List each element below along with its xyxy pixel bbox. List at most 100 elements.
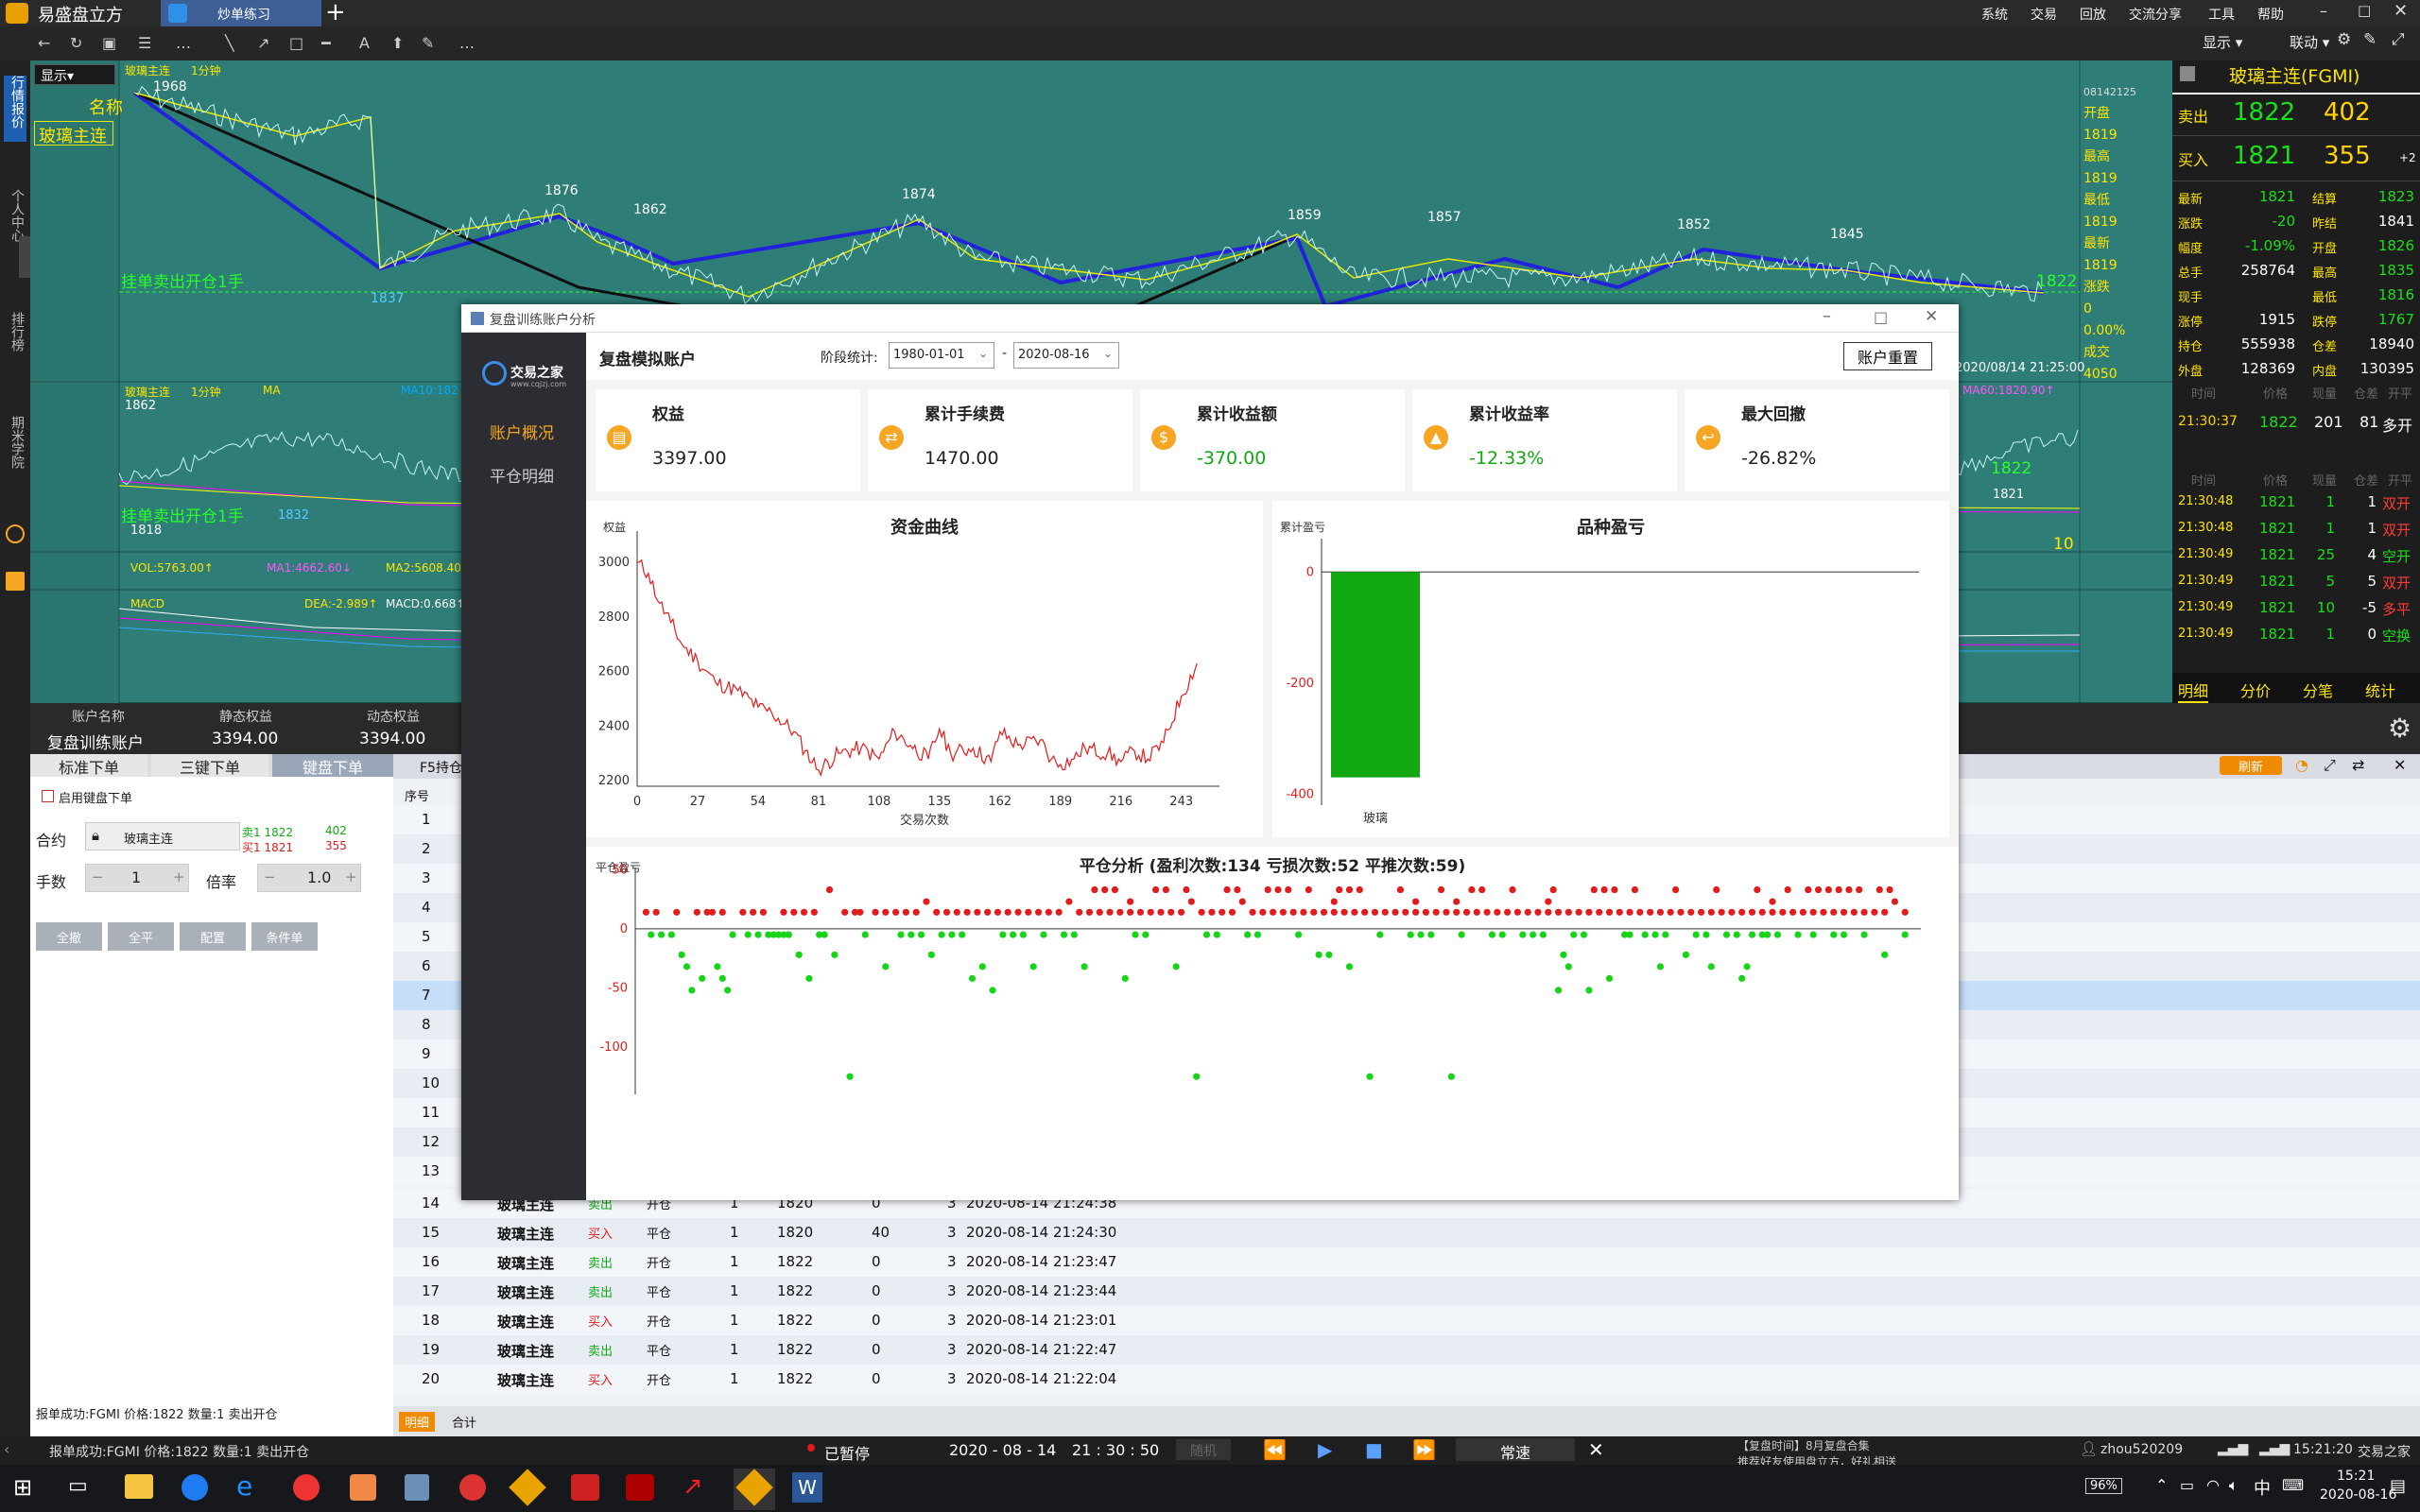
ask-row[interactable]: 卖出 1822 402 (2172, 93, 2420, 136)
app-icon-4[interactable] (571, 1474, 599, 1501)
tab-stats[interactable]: 统计 (2365, 682, 2396, 700)
speed-dropdown[interactable]: 常速 (1456, 1438, 1575, 1462)
app-icon-2[interactable] (459, 1474, 486, 1501)
save-icon[interactable]: ▣ (102, 34, 117, 52)
calculator-icon[interactable] (405, 1474, 429, 1501)
date-to-picker[interactable]: 2020-08-16 ⌄ (1013, 342, 1119, 369)
table-row[interactable]: 15 玻璃主连 买入 平仓 1 1820 40 3 2020-08-14 21:24:30 (393, 1218, 2420, 1247)
custom-icon[interactable]: ☰ (138, 34, 152, 52)
minimize-icon[interactable]: – (2320, 2, 2327, 20)
rewind-icon[interactable]: ⏪ (1263, 1438, 1287, 1461)
display-dropdown[interactable]: 显示 ▾ (2203, 34, 2243, 51)
table-row[interactable]: 20 玻璃主连 买入 开仓 1 1822 0 3 2020-08-14 21:22:04 (393, 1365, 2420, 1394)
line-tool-icon[interactable]: ╲ (225, 34, 234, 52)
table-row[interactable]: 17 玻璃主连 卖出 平仓 1 1822 0 3 2020-08-14 21:23:44 (393, 1277, 2420, 1306)
tray-battery-icon[interactable]: ▭ (2180, 1476, 2195, 1494)
clock-app-icon[interactable] (182, 1474, 208, 1501)
more-icon[interactable]: … (176, 34, 191, 52)
expand-icon[interactable]: ⤢ (2392, 30, 2405, 49)
add-tab-button[interactable]: + (325, 0, 346, 26)
app-icon-3[interactable] (509, 1469, 546, 1506)
tray-up-icon[interactable]: ⌃ (2155, 1476, 2169, 1494)
tab-three-key-order[interactable]: 三键下单 (151, 754, 268, 777)
status-back-icon[interactable]: ‹ (4, 1440, 10, 1458)
mult-stepper[interactable]: − 1.0 + (257, 864, 361, 892)
table-row[interactable]: 16 玻璃主连 卖出 开仓 1 1822 0 3 2020-08-14 21:23:47 (393, 1247, 2420, 1277)
record-icon[interactable] (6, 524, 25, 543)
dialog-minimize-icon[interactable]: – (1823, 306, 1831, 326)
dialog-close-icon[interactable]: ✕ (1925, 307, 1939, 326)
refresh-icon[interactable]: ↻ (70, 34, 83, 52)
contract-field[interactable]: 🔒︎ 玻璃主连 (85, 822, 240, 850)
enable-keyboard-checkbox[interactable] (42, 790, 54, 802)
rail-personal[interactable]: 个人中心 (9, 189, 25, 242)
back-icon[interactable]: ← (38, 34, 51, 52)
rail-quotes[interactable]: 行情报价 (4, 76, 26, 142)
menu-trade[interactable]: 交易 (2031, 8, 2057, 23)
pie-icon[interactable]: ◔ (2295, 756, 2308, 774)
nav-close-detail[interactable]: 平仓明细 (490, 468, 554, 487)
reset-account-button[interactable]: 账户重置 (1843, 342, 1932, 370)
link-dropdown[interactable]: 联动 ▾ (2290, 34, 2330, 51)
tab-practice[interactable]: 炒单练习 (161, 0, 321, 26)
app-icon-1[interactable] (350, 1474, 376, 1501)
news-line-2[interactable]: 推荐好友使用盘立方，好礼相送 (1737, 1455, 1897, 1465)
tab-detail-bottom[interactable]: 明细 (399, 1412, 436, 1432)
table-row[interactable]: 18 玻璃主连 买入 开仓 1 1822 0 3 2020-08-14 21:23:01 (393, 1306, 2420, 1335)
replay-date[interactable]: 2020 - 08 - 14 (949, 1441, 1057, 1459)
app-icon-5[interactable] (626, 1474, 654, 1501)
menu-system[interactable]: 系统 (1981, 8, 2008, 23)
refresh-button[interactable]: 刷新 (2220, 756, 2282, 775)
battery-indicator[interactable]: 96% (2085, 1478, 2122, 1494)
pen-icon[interactable]: ✎ (2363, 30, 2377, 49)
close-panel-icon[interactable]: ✕ (2394, 756, 2407, 774)
menu-replay[interactable]: 回放 (2080, 8, 2106, 23)
bid-row[interactable]: 买入 1821 355 +2 (2172, 138, 2420, 181)
volume-icon[interactable]: 🔈︎ (2229, 1476, 2238, 1494)
export-icon[interactable]: ⤢ (2324, 756, 2336, 774)
qty-stepper[interactable]: − 1 + (85, 864, 189, 892)
rect-tool-icon[interactable]: □ (289, 34, 304, 52)
date-from-picker[interactable]: 1980-01-01 ⌄ (889, 342, 994, 369)
stop-icon[interactable]: ■ (1365, 1438, 1383, 1461)
conditional-order-button[interactable]: 条件单 (251, 922, 318, 951)
task-view-icon[interactable]: ▭ (68, 1474, 88, 1498)
nav-account-overview[interactable]: 账户概况 (490, 424, 554, 443)
tab-total-bottom[interactable]: 合计 (452, 1417, 477, 1431)
tab-keyboard-order[interactable]: 键盘下单 (272, 754, 393, 777)
monitor-icon[interactable] (6, 572, 25, 591)
qty-plus-button[interactable]: + (173, 868, 185, 885)
swap-icon[interactable]: ⇄ (2352, 756, 2365, 774)
word-icon[interactable]: W (792, 1472, 822, 1503)
edit-tool-icon[interactable]: ✎ (422, 34, 435, 52)
qty-minus-button[interactable]: − (92, 868, 104, 885)
random-button[interactable]: 随机 (1176, 1439, 1231, 1460)
tab-detail[interactable]: 明细 (2178, 679, 2209, 703)
replay-time[interactable]: 21 : 30 : 50 (1072, 1441, 1160, 1459)
mult-plus-button[interactable]: + (345, 868, 357, 885)
fast-forward-icon[interactable]: ⏩ (1412, 1438, 1436, 1461)
config-button[interactable]: 配置 (180, 922, 246, 951)
explorer-icon[interactable] (125, 1474, 153, 1499)
app-icon-6[interactable]: ↗ (683, 1472, 703, 1501)
chart-display-dropdown[interactable]: 显示▾ (34, 64, 115, 85)
rail-academy[interactable]: 期米学院 (9, 416, 25, 469)
ray-tool-icon[interactable]: ↗ (257, 34, 270, 52)
settings-icon[interactable]: ⚙ (2337, 30, 2352, 49)
dialog-maximize-icon[interactable]: □ (1874, 308, 1889, 326)
table-row[interactable]: 19 玻璃主连 卖出 平仓 1 1822 0 3 2020-08-14 21:22:47 (393, 1335, 2420, 1365)
maximize-icon[interactable]: □ (2358, 2, 2372, 19)
wifi-icon[interactable]: ◠ (2206, 1476, 2220, 1494)
mult-minus-button[interactable]: − (264, 868, 276, 885)
notification-icon[interactable]: ▤ (2390, 1476, 2407, 1496)
menu-share[interactable]: 交流分享 (2129, 8, 2182, 23)
close-icon[interactable]: ✕ (2394, 1, 2409, 21)
tab-price-dist[interactable]: 分价 (2240, 682, 2272, 700)
f5-position-tab[interactable]: F5持仓 (420, 761, 462, 776)
rail-ranking[interactable]: 排行榜 (9, 312, 25, 352)
close-all-button[interactable]: 全平 (108, 922, 174, 951)
hline-tool-icon[interactable]: ━ (321, 34, 331, 52)
tab-ticks[interactable]: 分笔 (2303, 682, 2334, 700)
menu-help[interactable]: 帮助 (2257, 8, 2284, 23)
panel-settings-icon[interactable]: ⚙ (2388, 713, 2412, 744)
